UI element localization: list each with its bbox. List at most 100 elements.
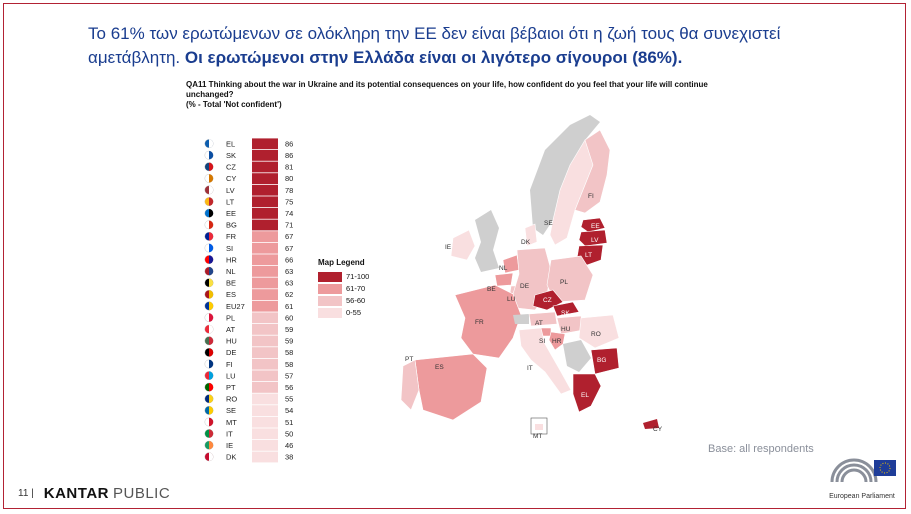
bar	[252, 324, 278, 335]
bar	[252, 428, 278, 440]
map-switzerland	[513, 314, 529, 324]
legend-item: 71-100	[318, 271, 369, 282]
legend-label: 0-55	[346, 308, 362, 317]
bar-value-label: 58	[285, 360, 293, 369]
bar-value-label: 59	[285, 337, 293, 346]
map-country-label: DE	[520, 283, 530, 290]
bar-value-label: 74	[285, 209, 293, 218]
flag-icon	[204, 359, 214, 369]
map-finland	[574, 129, 611, 214]
bar	[252, 277, 278, 289]
map-country-label: DK	[521, 239, 531, 246]
map-country-label: HR	[552, 338, 562, 345]
slide-frame	[3, 3, 906, 509]
ep-hemicycle-icon	[830, 458, 896, 483]
bar-category-label: DE	[226, 348, 236, 357]
bar-value-label: 75	[285, 197, 293, 206]
headline-bold: Οι ερωτώμενοι στην Ελλάδα είναι οι λιγότ…	[184, 48, 683, 67]
bar-value-label: 67	[285, 232, 293, 241]
bar	[252, 219, 278, 231]
bar-category-label: HR	[226, 255, 237, 264]
legend-swatch	[318, 271, 342, 282]
bar	[252, 138, 278, 150]
map-malta	[535, 424, 543, 430]
bar-value-label: 46	[285, 441, 293, 450]
bar-category-label: SE	[226, 406, 236, 415]
bar	[252, 347, 278, 358]
flag-icon	[204, 243, 214, 253]
flag-icon	[204, 382, 214, 392]
bar-value-label: 80	[285, 174, 293, 183]
flag-icon	[204, 139, 214, 148]
base-note: Base: all respondents	[708, 443, 814, 455]
map-country-label: SE	[544, 220, 553, 227]
map-country-label: PL	[560, 279, 568, 286]
map-country-label: ES	[435, 364, 444, 371]
bar	[252, 393, 278, 405]
map-cyprus	[643, 419, 659, 429]
flag-icon	[204, 347, 214, 357]
bar-category-label: IT	[226, 429, 233, 438]
flag-icon	[204, 208, 214, 218]
bar-value-label: 86	[285, 151, 293, 160]
europe-map: FI SE EE LV LT IE DK NL BE DE PL LU CZ SK FR AT HU RO SI HR…	[400, 115, 663, 440]
bar-category-label: FI	[226, 360, 233, 369]
map-balkans	[563, 340, 591, 372]
bar	[252, 231, 278, 242]
bar	[252, 405, 278, 416]
bar	[252, 312, 278, 324]
bar-category-label: CY	[226, 174, 236, 183]
map-country-label: EL	[581, 392, 589, 399]
map-country-label: PT	[405, 356, 413, 363]
flag-icon	[204, 440, 214, 450]
ep-logo: European Parliament	[826, 452, 898, 500]
flag-icon	[204, 371, 214, 381]
bar	[252, 173, 278, 184]
bar-category-label: NL	[226, 267, 236, 276]
bar-category-label: LT	[226, 197, 235, 206]
bar-category-label: LU	[226, 371, 236, 380]
map-spain	[414, 353, 488, 421]
bar-category-label: BG	[226, 221, 237, 230]
legend-title: Map Legend	[318, 258, 365, 267]
kantar-logo: KANTAR	[43, 485, 109, 502]
legend-swatch	[318, 307, 342, 318]
footer: 11 | KANTAR PUBLIC	[18, 485, 170, 502]
flag-icon	[204, 278, 214, 288]
legend-item: 56-60	[318, 295, 369, 306]
bar	[252, 289, 278, 300]
flag-icon	[204, 405, 214, 415]
flag-icon	[204, 220, 214, 230]
map-country-label: FR	[475, 319, 484, 326]
bar-value-label: 38	[285, 453, 293, 462]
map-country-label: CZ	[543, 297, 552, 304]
bar-value-label: 55	[285, 395, 293, 404]
bar	[252, 335, 278, 347]
bar-value-label: 86	[285, 139, 293, 148]
bar-category-label: ES	[226, 290, 236, 299]
kantar-public-text: PUBLIC	[112, 485, 171, 502]
map-latvia	[578, 229, 608, 247]
bar	[252, 254, 278, 266]
flag-icon	[204, 197, 214, 206]
flag-icon	[204, 150, 214, 160]
headline: Το 61% των ερωτώμενων σε ολόκληρη την ΕΕ…	[88, 22, 788, 70]
bar-category-label: RO	[226, 395, 237, 404]
map-portugal	[400, 359, 420, 411]
bar	[252, 196, 278, 208]
bar-category-label: HU	[226, 337, 237, 346]
flag-icon	[204, 394, 214, 404]
question: QA11 Thinking about the war in Ukraine a…	[186, 80, 746, 110]
map-country-label: SK	[561, 310, 570, 317]
flag-icon	[204, 255, 214, 265]
map-country-label: FI	[588, 193, 594, 200]
map-france	[454, 284, 522, 359]
bar-category-label: DK	[226, 453, 236, 462]
flag-icon	[204, 301, 214, 311]
flag-icon	[204, 313, 214, 323]
map-romania	[578, 314, 620, 349]
flag-icon	[204, 232, 214, 241]
map-country-label: SI	[539, 338, 545, 345]
bar-value-label: 63	[285, 279, 293, 288]
map-legend: Map Legend 71-100 61-70 56-60 0-55	[318, 258, 369, 319]
